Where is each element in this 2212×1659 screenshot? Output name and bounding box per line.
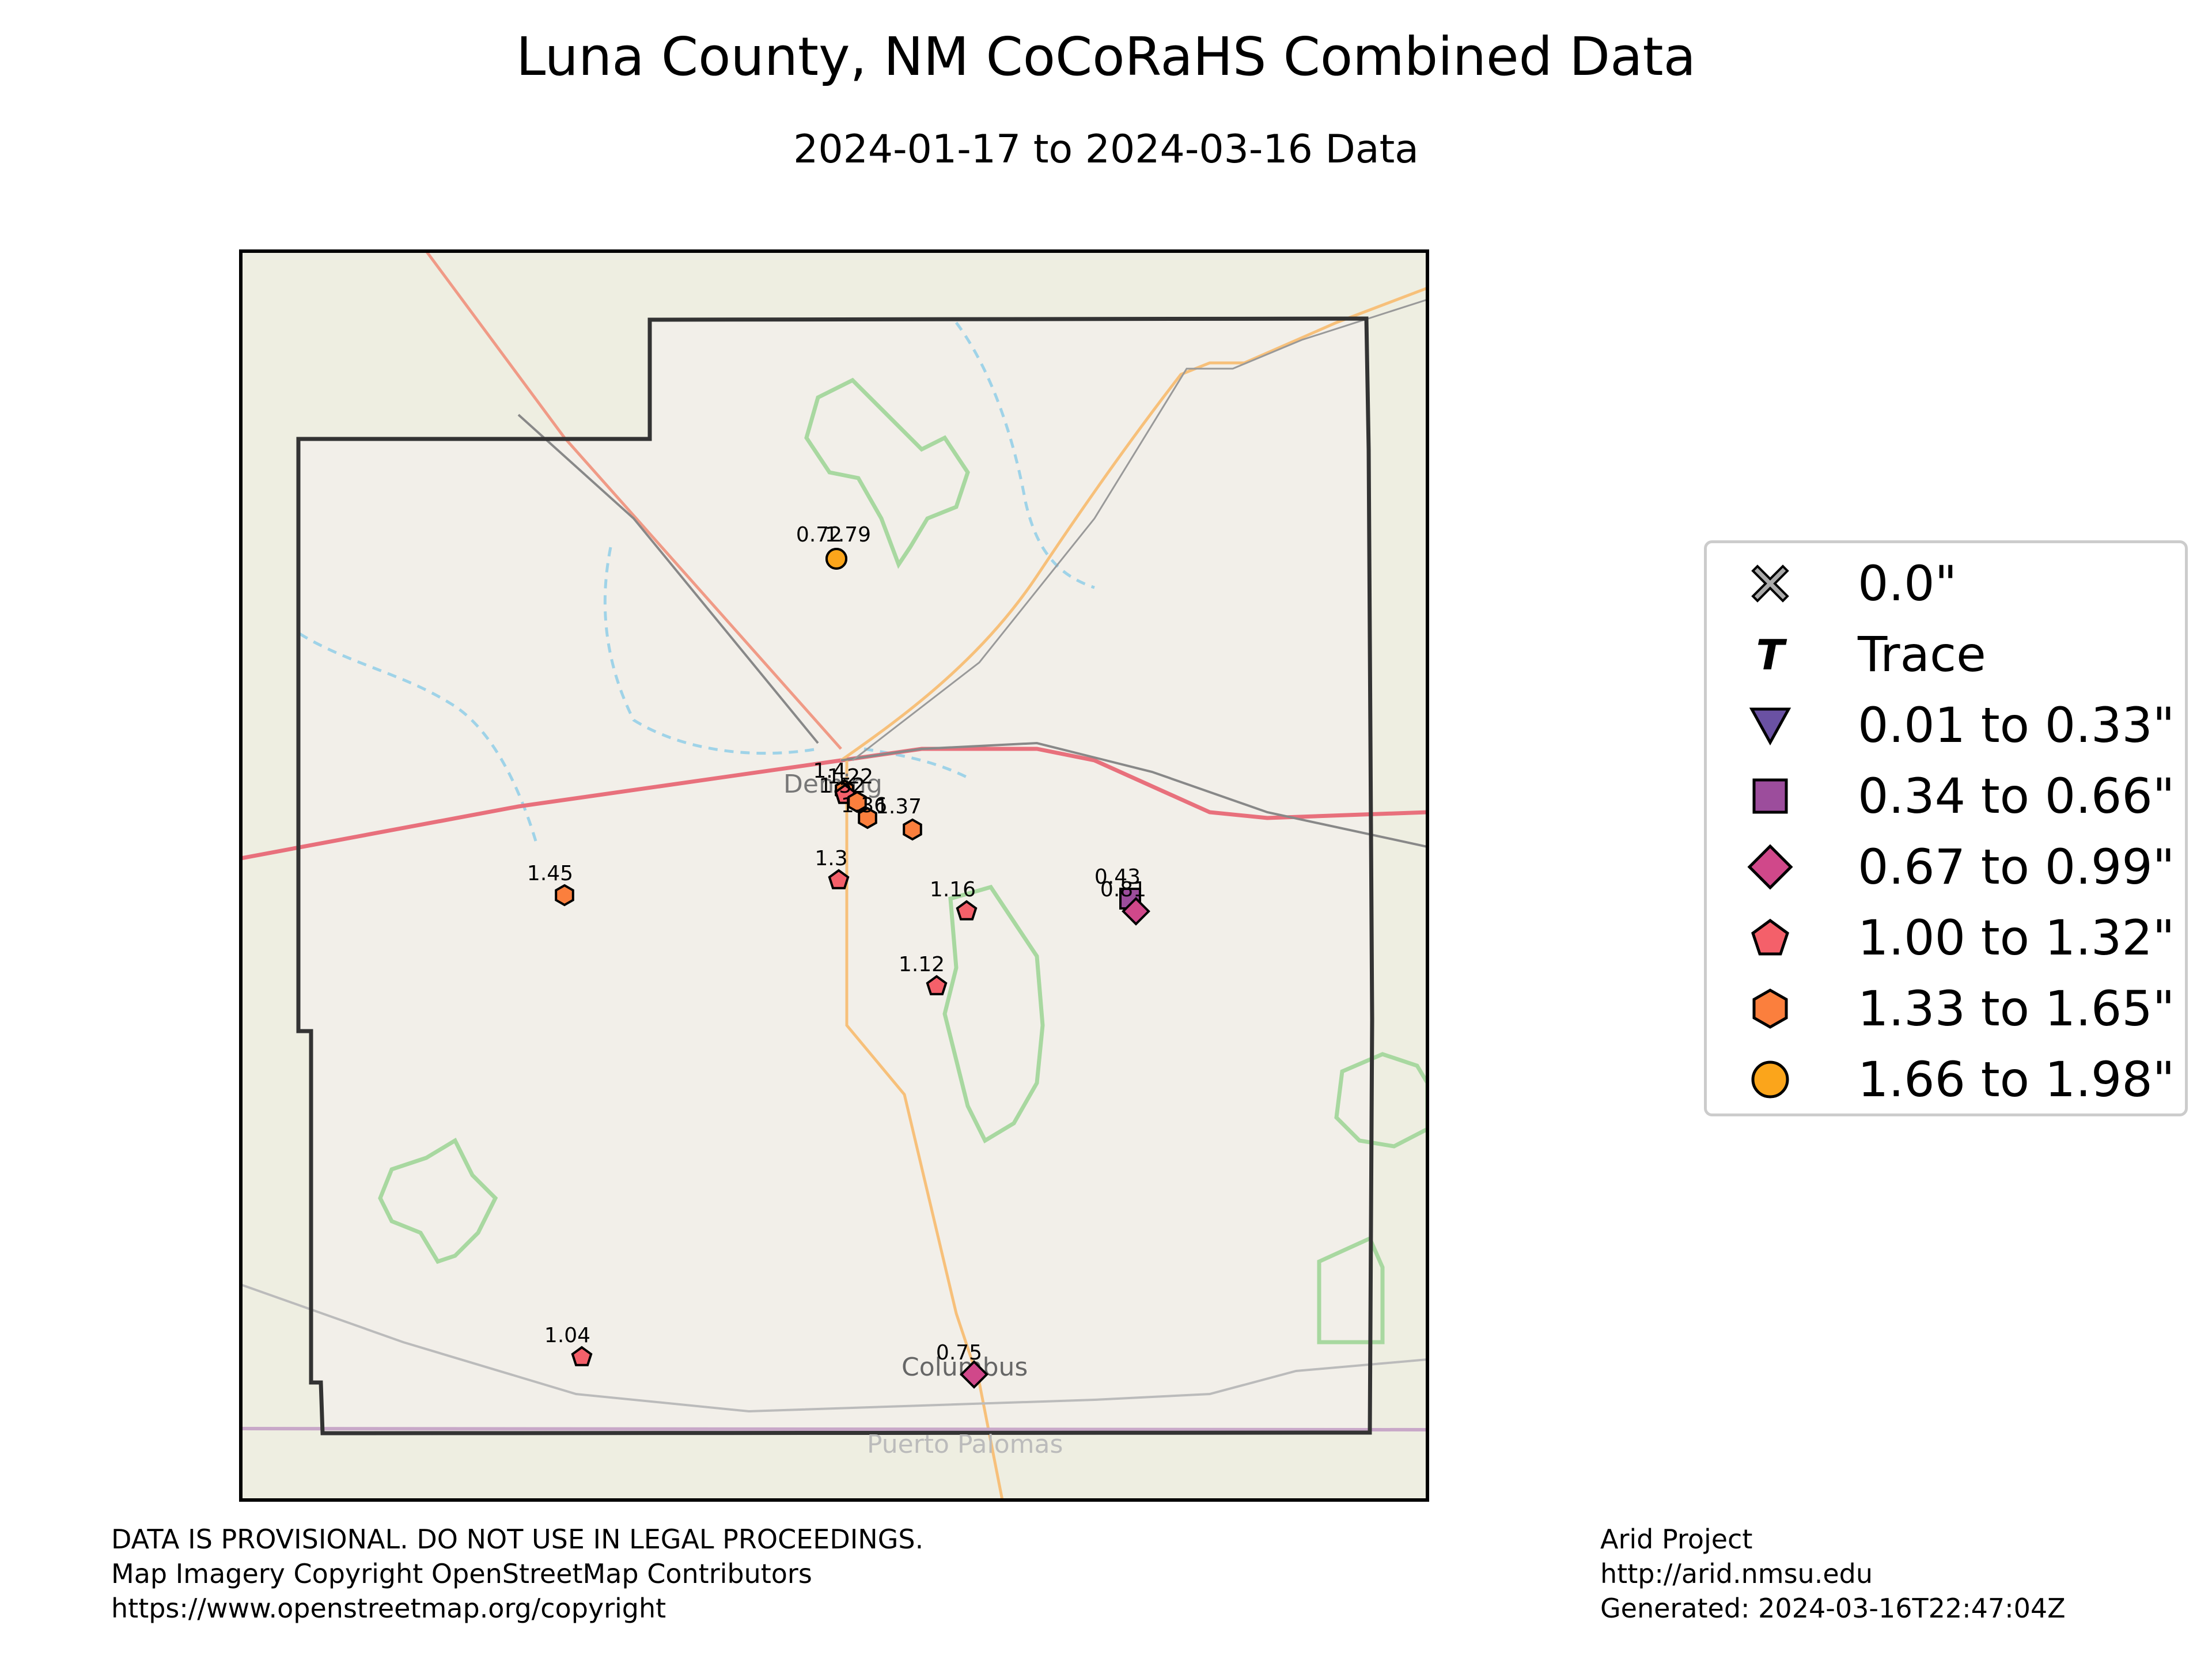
station-value-label: 1.45	[527, 862, 573, 885]
legend-item-bin-4: 1.00 to 1.32"	[1707, 903, 2185, 972]
svg-text:T: T	[1756, 631, 1787, 677]
park-area-north	[804, 377, 970, 569]
place-label-deming: Deming	[783, 770, 882, 799]
page-title: Luna County, NM CoCoRaHS Combined Data	[516, 26, 1696, 88]
road-south-columbus	[845, 760, 1004, 1500]
station-value-label: 1.4	[813, 759, 846, 783]
footer-line: Map Imagery Copyright OpenStreetMap Cont…	[111, 1558, 812, 1589]
station-value-label: 0.72	[796, 523, 842, 547]
station-value-label: 1.12	[899, 953, 945, 976]
page-subtitle: 2024-01-17 to 2024-03-16 Data	[793, 127, 1419, 172]
legend-item-bin-1: 0.01 to 0.33"	[1707, 691, 2185, 760]
road-northeast	[840, 286, 1427, 762]
highway-i10	[241, 747, 1427, 861]
station-marker[interactable]	[1122, 897, 1150, 926]
legend-label: 0.0"	[1858, 555, 1957, 612]
park-area-southeast	[1317, 1236, 1385, 1344]
legend-label: Trace	[1858, 626, 1986, 683]
legend-item-bin-5: 1.33 to 1.65"	[1707, 974, 2185, 1043]
map-frame	[239, 249, 1429, 1502]
legend-label: 0.34 to 0.66"	[1858, 768, 2175, 824]
station-value-label: 1.16	[930, 878, 976, 902]
x-marker-icon	[1751, 565, 1789, 603]
station-marker[interactable]	[825, 548, 847, 570]
waterway	[603, 547, 819, 755]
county-border	[296, 316, 1374, 1435]
station-value-label: 0.43	[1094, 865, 1141, 889]
rail-northeast	[852, 298, 1427, 762]
waterway	[955, 321, 1095, 589]
triangle-down-icon	[1749, 707, 1791, 746]
legend: 0.0" T Trace 0.01 to 0.33" 0.34 to 0.66"…	[1704, 540, 2188, 1116]
station-marker[interactable]	[847, 790, 867, 813]
park-area-west	[378, 1138, 498, 1264]
station-marker[interactable]	[571, 1346, 593, 1366]
footer-credits: Arid Project http://arid.nmsu.edu Genera…	[1600, 1522, 2066, 1626]
station-value-label: 1.22	[827, 765, 873, 789]
station-value-label: 1.04	[544, 1324, 590, 1347]
diamond-icon	[1747, 844, 1793, 890]
park-area-east	[1334, 1052, 1427, 1149]
legend-label: 1.00 to 1.32"	[1858, 910, 2175, 966]
legend-item-bin-2: 0.34 to 0.66"	[1707, 762, 2185, 831]
footer-line: Generated: 2024-03-16T22:47:04Z	[1600, 1593, 2066, 1624]
station-marker[interactable]	[960, 1360, 988, 1389]
footer-line: Arid Project	[1600, 1524, 1753, 1555]
square-icon	[1752, 778, 1788, 814]
legend-item-bin-6: 1.66 to 1.98"	[1707, 1045, 2185, 1114]
footer-line: DATA IS PROVISIONAL. DO NOT USE IN LEGAL…	[111, 1524, 924, 1555]
international-border	[241, 1427, 1427, 1431]
circle-icon	[1751, 1060, 1789, 1099]
legend-label: 0.01 to 0.33"	[1858, 697, 2175, 753]
station-value-label: 0.75	[936, 1341, 982, 1365]
station-value-label: 0.81	[1100, 878, 1146, 902]
station-value-label: 1.36	[841, 794, 887, 817]
t-marker-icon: T	[1756, 631, 1787, 677]
legend-item-trace: T Trace	[1707, 620, 2185, 689]
station-value-label: 1.37	[876, 795, 922, 819]
station-marker[interactable]	[956, 900, 978, 921]
rail-northwest	[517, 414, 819, 744]
legend-label: 0.67 to 0.99"	[1858, 839, 2175, 895]
footer-disclaimer: DATA IS PROVISIONAL. DO NOT USE IN LEGAL…	[111, 1522, 923, 1626]
legend-label: 1.33 to 1.65"	[1858, 980, 2175, 1037]
park-area-center	[942, 884, 1045, 1143]
station-marker[interactable]	[903, 818, 922, 841]
pentagon-icon	[1751, 918, 1789, 956]
rail-east	[840, 741, 1427, 848]
waterway	[863, 747, 969, 779]
hexagon-icon	[1752, 988, 1788, 1029]
footer-line: https://www.openstreetmap.org/copyright	[111, 1593, 666, 1624]
station-marker[interactable]	[858, 806, 877, 830]
legend-item-bin-3: 0.67 to 0.99"	[1707, 832, 2185, 902]
station-value-label: 1.52	[819, 774, 865, 798]
legend-label: 1.66 to 1.98"	[1858, 1051, 2175, 1108]
footer-line: http://arid.nmsu.edu	[1600, 1558, 1873, 1589]
place-label-puerto-palomas: Puerto Palomas	[867, 1430, 1063, 1459]
station-value-label: 1.3	[815, 847, 847, 870]
station-marker[interactable]	[555, 884, 574, 907]
station-marker[interactable]	[828, 869, 850, 889]
station-value-label: 1.79	[825, 523, 871, 547]
road-south-border	[241, 1283, 1427, 1413]
waterway	[298, 632, 537, 842]
stations-layer: 0.721.79 1.41.221.521.361.37 1.45 1.3 1.16 1.…	[527, 523, 1150, 1389]
legend-item-zero: 0.0"	[1707, 549, 2185, 618]
station-marker[interactable]	[926, 975, 948, 995]
